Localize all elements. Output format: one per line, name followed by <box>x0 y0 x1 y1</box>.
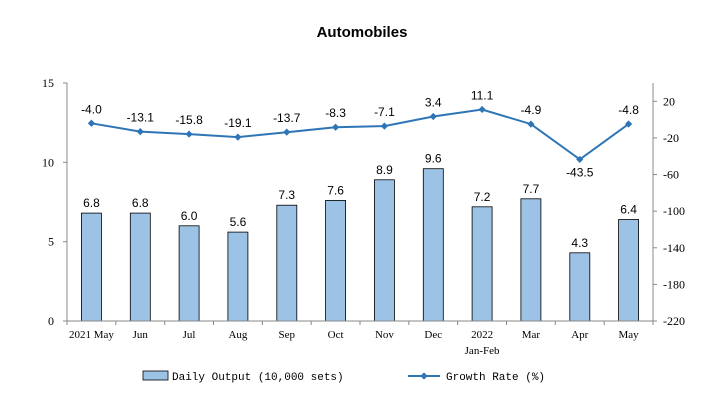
bar-data-label: 7.7 <box>523 182 540 196</box>
y-right-tick-label: -100 <box>663 204 685 218</box>
x-tick-label: Oct <box>328 329 344 341</box>
line-data-label: -15.8 <box>175 113 203 127</box>
x-tick-label: Aug <box>228 329 247 341</box>
y-right-tick-label: -60 <box>663 168 679 182</box>
legend-line-label: Growth Rate (%) <box>446 372 545 384</box>
y-right-tick-label: 20 <box>663 94 675 108</box>
y-right-tick-label: -180 <box>663 277 685 291</box>
bar-data-label: 7.2 <box>474 190 491 204</box>
bar-data-label: 4.3 <box>571 236 588 250</box>
x-tick-label: 2022 <box>471 329 493 341</box>
bar <box>276 204 298 322</box>
line-data-label: -8.3 <box>325 106 346 120</box>
y-right-tick-label: -20 <box>663 131 679 145</box>
bar <box>325 199 347 322</box>
line-point <box>624 120 633 128</box>
x-tick-label: Nov <box>375 329 394 341</box>
line-data-label: -13.7 <box>273 111 301 125</box>
legend-bar-swatch <box>142 370 169 381</box>
line-data-label: -19.1 <box>224 116 252 130</box>
bar <box>129 212 151 322</box>
bar-data-label: 6.8 <box>132 196 149 210</box>
line-data-label: -4.8 <box>618 103 639 117</box>
line-data-label: 3.4 <box>425 96 442 110</box>
x-tick-label: May <box>618 329 639 341</box>
y-right-tick-label: -220 <box>663 314 685 328</box>
bar <box>81 212 102 322</box>
bar-data-label: 5.6 <box>230 215 247 229</box>
x-tick-label: Jan-Feb <box>465 345 500 357</box>
x-tick-label: Mar <box>522 329 541 341</box>
legend: Daily Output (10,000 sets) Growth Rate (%… <box>142 370 545 384</box>
bar <box>618 219 639 322</box>
bar-data-label: 6.4 <box>620 202 637 216</box>
line-point <box>380 122 389 130</box>
bar-series <box>81 168 639 322</box>
axes: 0 5 10 15 -220 -180 -140 -100 -60 -20 20 2021 May Ju… <box>42 76 685 357</box>
line-data-label: -43.5 <box>566 165 594 179</box>
line-point <box>576 155 584 164</box>
bar <box>471 206 493 322</box>
line-point <box>331 123 340 131</box>
growth-rate-line <box>91 108 630 161</box>
legend-line-marker <box>420 372 428 380</box>
y-right-tick-label: -140 <box>663 241 685 255</box>
bar <box>373 179 395 322</box>
bar-data-label: 9.6 <box>425 152 442 166</box>
bar-data-label: 7.6 <box>327 183 344 197</box>
line-point <box>185 130 193 138</box>
line-data-label: 11.1 <box>471 88 494 102</box>
legend-bar-label: Daily Output (10,000 sets) <box>172 372 344 384</box>
x-tick-label: Jul <box>183 329 196 341</box>
line-data-label: -4.0 <box>81 102 102 116</box>
data-labels: 6.8 6.8 6.0 5.6 7.3 7.6 8.9 9.6 7.2 7.7 4.3 6.4 -4.0… <box>81 88 639 249</box>
y-left-tick-label: 5 <box>48 235 54 249</box>
bar-data-label: 7.3 <box>278 188 295 202</box>
line-series <box>87 105 633 164</box>
line-data-label: -4.9 <box>521 103 542 117</box>
bar-data-label: 8.9 <box>376 163 393 177</box>
bar <box>520 198 542 322</box>
line-data-label: -13.1 <box>127 111 155 125</box>
bar-data-label: 6.8 <box>83 196 100 210</box>
x-tick-label: Apr <box>571 329 588 341</box>
bar <box>422 168 444 322</box>
line-point <box>87 119 96 127</box>
y-left-tick-label: 0 <box>48 314 54 328</box>
chart-title: Automobiles <box>317 24 408 41</box>
line-point <box>429 112 437 121</box>
y-left-tick-label: 10 <box>42 155 54 169</box>
y-left-tick-label: 15 <box>42 76 54 90</box>
x-tick-label: Sep <box>279 329 296 341</box>
x-tick-label: Jun <box>133 329 149 341</box>
bar <box>227 231 249 322</box>
bar <box>569 252 591 322</box>
bar-data-label: 6.0 <box>181 209 198 223</box>
x-tick-label: 2021 May <box>69 329 114 341</box>
line-point <box>234 133 242 141</box>
line-point <box>478 105 486 114</box>
bar <box>178 225 200 322</box>
x-tick-label: Dec <box>424 329 442 341</box>
line-point <box>136 128 144 136</box>
line-data-label: -7.1 <box>374 105 395 119</box>
line-point <box>527 120 535 128</box>
line-point <box>283 128 291 136</box>
